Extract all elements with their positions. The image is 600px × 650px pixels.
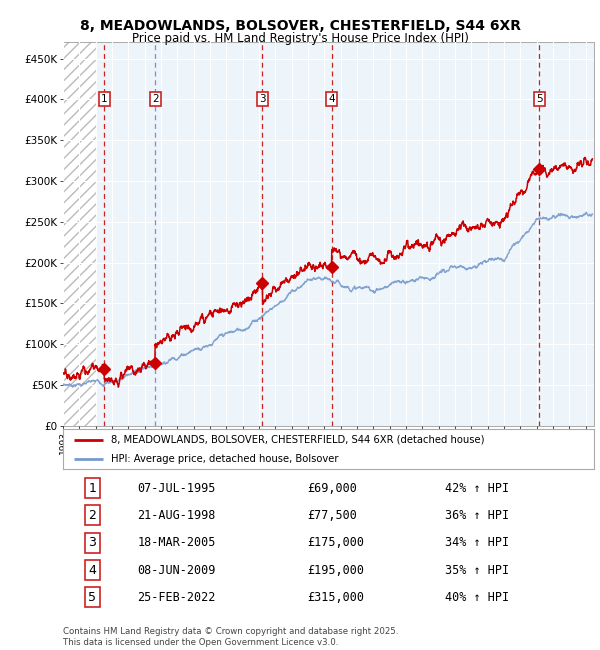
- Text: 21-AUG-1998: 21-AUG-1998: [137, 509, 216, 522]
- Text: 34% ↑ HPI: 34% ↑ HPI: [445, 536, 509, 549]
- Text: £77,500: £77,500: [307, 509, 357, 522]
- Text: 18-MAR-2005: 18-MAR-2005: [137, 536, 216, 549]
- Text: 5: 5: [88, 591, 96, 604]
- Text: 2: 2: [88, 509, 96, 522]
- Text: 3: 3: [88, 536, 96, 549]
- Text: 4: 4: [328, 94, 335, 105]
- Text: 5: 5: [536, 94, 542, 105]
- Text: Contains HM Land Registry data © Crown copyright and database right 2025.
This d: Contains HM Land Registry data © Crown c…: [63, 627, 398, 647]
- Text: 07-JUL-1995: 07-JUL-1995: [137, 482, 216, 495]
- Text: 40% ↑ HPI: 40% ↑ HPI: [445, 591, 509, 604]
- Text: 1: 1: [88, 482, 96, 495]
- Text: 4: 4: [88, 564, 96, 577]
- Text: Price paid vs. HM Land Registry's House Price Index (HPI): Price paid vs. HM Land Registry's House …: [131, 32, 469, 45]
- Bar: [63, 42, 95, 426]
- Bar: [95, 42, 594, 426]
- Text: £69,000: £69,000: [307, 482, 357, 495]
- Text: 36% ↑ HPI: 36% ↑ HPI: [445, 509, 509, 522]
- Text: 25-FEB-2022: 25-FEB-2022: [137, 591, 216, 604]
- Text: £175,000: £175,000: [307, 536, 364, 549]
- Text: 8, MEADOWLANDS, BOLSOVER, CHESTERFIELD, S44 6XR (detached house): 8, MEADOWLANDS, BOLSOVER, CHESTERFIELD, …: [111, 435, 484, 445]
- Text: 8, MEADOWLANDS, BOLSOVER, CHESTERFIELD, S44 6XR: 8, MEADOWLANDS, BOLSOVER, CHESTERFIELD, …: [79, 20, 521, 34]
- Text: 2: 2: [152, 94, 158, 105]
- Text: HPI: Average price, detached house, Bolsover: HPI: Average price, detached house, Bols…: [111, 454, 338, 464]
- Text: 08-JUN-2009: 08-JUN-2009: [137, 564, 216, 577]
- Text: £195,000: £195,000: [307, 564, 364, 577]
- Text: £315,000: £315,000: [307, 591, 364, 604]
- Bar: [63, 42, 95, 426]
- Text: 42% ↑ HPI: 42% ↑ HPI: [445, 482, 509, 495]
- Text: 3: 3: [259, 94, 266, 105]
- Text: 35% ↑ HPI: 35% ↑ HPI: [445, 564, 509, 577]
- Text: 1: 1: [101, 94, 107, 105]
